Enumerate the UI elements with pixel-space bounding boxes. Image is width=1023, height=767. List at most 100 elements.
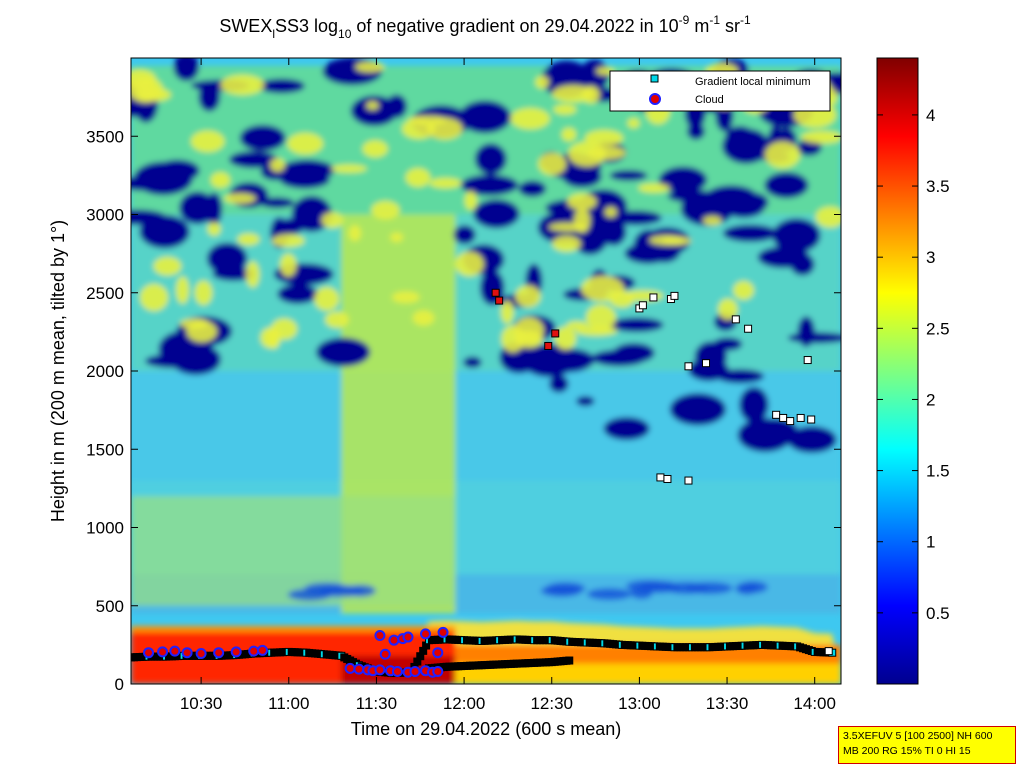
cloud-marker bbox=[374, 629, 386, 641]
gradient-min-marker bbox=[772, 410, 781, 419]
gradient-min-marker bbox=[544, 341, 553, 350]
cloud-marker bbox=[379, 648, 391, 660]
y-tick-label: 3000 bbox=[86, 206, 124, 225]
y-tick-label: 500 bbox=[96, 597, 124, 616]
heatmap-cell-high bbox=[554, 326, 577, 350]
heatmap-cell-low bbox=[173, 58, 200, 82]
heatmap-cell-high bbox=[515, 285, 541, 308]
heatmap-cell-high bbox=[220, 74, 265, 96]
cloud-marker bbox=[432, 647, 444, 659]
gradient-min-marker bbox=[779, 413, 788, 422]
heatmap-cell-high bbox=[702, 215, 722, 226]
heatmap-cell-high bbox=[733, 280, 755, 300]
y-tick-label: 1000 bbox=[86, 519, 124, 538]
heatmap-cell-low bbox=[463, 356, 482, 368]
heatmap-cell-high bbox=[718, 298, 738, 320]
heatmap-cell-low bbox=[316, 337, 371, 367]
y-tick-label: 1500 bbox=[86, 440, 124, 459]
heatmap-cell-high bbox=[535, 75, 550, 89]
heatmap-cell-high bbox=[553, 104, 577, 115]
legend-marker-cloud bbox=[649, 93, 661, 105]
heatmap-cell-low bbox=[318, 585, 365, 598]
heatmap-cell-high bbox=[429, 177, 462, 189]
heatmap-cell-high bbox=[585, 304, 616, 331]
x-tick-label: 13:30 bbox=[706, 694, 749, 713]
gradient-min-marker bbox=[565, 656, 574, 665]
heatmap-cell-high bbox=[348, 225, 362, 242]
heatmap-cell-low bbox=[750, 418, 798, 440]
cloud-marker bbox=[402, 631, 414, 643]
heatmap-cell-high bbox=[412, 310, 435, 326]
heatmap-cell-high bbox=[552, 235, 581, 252]
y-axis: 0 500 1000 1500 2000 2500 3000 3500 bbox=[86, 127, 841, 694]
heatmap-cell-low bbox=[787, 426, 837, 453]
heatmap-cell-low bbox=[739, 386, 769, 423]
heatmap-cell-high bbox=[584, 129, 624, 146]
heatmap-cell-high bbox=[279, 253, 297, 277]
heatmap-cell-high bbox=[270, 158, 285, 172]
legend-box bbox=[609, 70, 831, 112]
heatmap-cell-high bbox=[330, 164, 368, 173]
heatmap-cell-high bbox=[271, 318, 298, 340]
cloud-marker bbox=[248, 645, 260, 657]
heatmap-cell-high bbox=[567, 193, 597, 210]
cloud-marker bbox=[195, 647, 207, 659]
heatmap-cell-low bbox=[603, 417, 650, 441]
colorbar-tick-label: 1 bbox=[926, 533, 935, 552]
heatmap-cell-high bbox=[800, 130, 841, 144]
gradient-min-marker bbox=[744, 324, 753, 333]
gradient-min-marker bbox=[495, 296, 504, 305]
heatmap-plume bbox=[131, 496, 456, 606]
heatmap-cell-low bbox=[716, 369, 765, 384]
cloud-marker bbox=[437, 626, 449, 638]
heatmap-cell-high bbox=[501, 325, 525, 353]
gradient-min-marker bbox=[807, 415, 816, 424]
heatmap-cell-low bbox=[291, 195, 332, 232]
info-box: 3.5XEFUV 5 [100 2500] NH 600 MB 200 RG 1… bbox=[838, 726, 1016, 764]
heatmap-cell-low bbox=[686, 582, 733, 595]
colorbar-tick-label: 1.5 bbox=[926, 462, 950, 481]
heatmap-cell-low bbox=[688, 358, 729, 382]
legend-label-gradient: Gradient local minimum bbox=[695, 76, 811, 88]
heatmap-cell-high bbox=[355, 61, 385, 73]
cloud-marker bbox=[181, 647, 193, 659]
x-tick-label: 14:00 bbox=[793, 694, 836, 713]
heatmap-cell-low bbox=[797, 316, 815, 347]
heatmap-cell-high bbox=[604, 206, 617, 218]
heatmap-cell-high bbox=[153, 256, 182, 276]
y-axis-label: Height in m (200 m mean, tilted by 1°) bbox=[48, 220, 68, 522]
heatmap-cell-low bbox=[474, 143, 507, 175]
heatmap-cell-low bbox=[239, 124, 286, 152]
heatmap-cell-low bbox=[687, 123, 705, 140]
heatmap-cell-low bbox=[658, 166, 708, 194]
gradient-min-marker bbox=[491, 288, 500, 297]
gradient-min-marker bbox=[824, 647, 833, 656]
heatmap-cell-high bbox=[548, 222, 588, 232]
heatmap-cell-high bbox=[514, 330, 543, 349]
heatmap-cell-high bbox=[237, 233, 260, 246]
gradient-min-marker bbox=[638, 301, 647, 310]
y-tick-label: 2500 bbox=[86, 284, 124, 303]
heatmap-cell-low bbox=[591, 349, 647, 367]
heatmap-cell-low bbox=[518, 180, 547, 197]
heatmap-cell-high bbox=[207, 222, 221, 236]
heatmap-cell-low bbox=[206, 242, 248, 275]
gradient-min-marker bbox=[670, 291, 679, 300]
heatmap bbox=[131, 58, 841, 684]
colorbar-tick-label: 4 bbox=[926, 106, 935, 125]
heatmap-cell-low bbox=[133, 161, 193, 196]
heatmap-cell-high bbox=[408, 115, 447, 125]
x-tick-label: 11:30 bbox=[356, 694, 397, 713]
heatmap-cell-high bbox=[190, 130, 225, 153]
heatmap-cell-low bbox=[579, 59, 610, 91]
heatmap-cell-low bbox=[277, 284, 318, 304]
gradient-min-marker bbox=[663, 474, 672, 483]
cloud-marker bbox=[344, 662, 356, 674]
gradient-min-marker bbox=[656, 473, 665, 482]
cloud-marker bbox=[388, 634, 400, 646]
gradient-min-marker bbox=[684, 476, 693, 485]
heatmap-cell-high bbox=[561, 127, 577, 142]
heatmap-band bbox=[131, 371, 841, 481]
colorbar-tick-label: 3 bbox=[926, 248, 935, 267]
